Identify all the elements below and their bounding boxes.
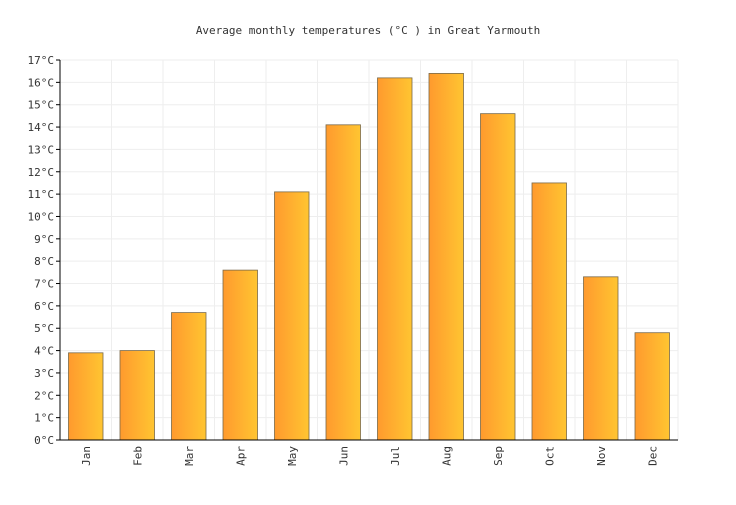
x-tick-label: Dec (646, 446, 659, 466)
x-tick-label: Nov (595, 446, 608, 466)
chart-title: Average monthly temperatures (°C ) in Gr… (196, 24, 540, 37)
y-tick-label: 15°C (28, 99, 55, 112)
bar-mar (171, 312, 207, 441)
axes (59, 60, 678, 441)
y-tick-label: 6°C (34, 300, 54, 313)
y-tick-label: 13°C (28, 143, 55, 156)
y-tick-label: 4°C (34, 345, 54, 358)
x-tick-label: Aug (440, 446, 453, 466)
x-tick-label: May (286, 446, 299, 466)
bar-feb (119, 350, 155, 441)
y-tick-label: 3°C (34, 367, 54, 380)
y-tick-label: 9°C (34, 233, 54, 246)
y-tick-label: 0°C (34, 434, 54, 447)
x-tick-label: Mar (183, 446, 196, 466)
bar-dec (634, 332, 670, 441)
x-tick-label: Apr (234, 446, 247, 466)
bar-nov (583, 276, 619, 441)
y-tick-label: 8°C (34, 255, 54, 268)
y-tick-label: 1°C (34, 412, 54, 425)
y-axis-ticks: 0°C 1°C 2°C 3°C 4°C 5°C 6°C 7°C 8°C 9°C 10°C 11°C 12… (28, 54, 60, 447)
bar-oct (531, 182, 567, 441)
bar-sep (480, 113, 516, 441)
bar-jul (377, 77, 413, 441)
y-tick-label: 10°C (28, 210, 55, 223)
x-tick-label: Oct (543, 446, 556, 466)
x-tick-label: Jun (337, 446, 350, 466)
y-tick-label: 11°C (28, 188, 55, 201)
grid-lines (60, 59, 679, 440)
y-tick-label: 12°C (28, 166, 55, 179)
x-axis-ticks: Jan Feb Mar Apr May Jun Jul Aug Sep Oct Nov Dec (80, 446, 660, 466)
y-tick-label: 5°C (34, 322, 54, 335)
bar-jan (68, 352, 104, 441)
bar-apr (222, 269, 258, 441)
y-tick-label: 14°C (28, 121, 55, 134)
x-tick-label: Jan (80, 446, 93, 466)
y-tick-label: 7°C (34, 278, 54, 291)
bar-may (274, 191, 310, 441)
x-tick-label: Feb (131, 446, 144, 466)
x-tick-label: Jul (389, 446, 402, 466)
y-tick-label: 17°C (28, 54, 55, 67)
y-tick-label: 16°C (28, 76, 55, 89)
y-tick-label: 2°C (34, 389, 54, 402)
x-tick-label: Sep (492, 446, 505, 466)
bar-aug (428, 73, 464, 441)
bars (68, 73, 670, 441)
bar-jun (325, 124, 361, 441)
